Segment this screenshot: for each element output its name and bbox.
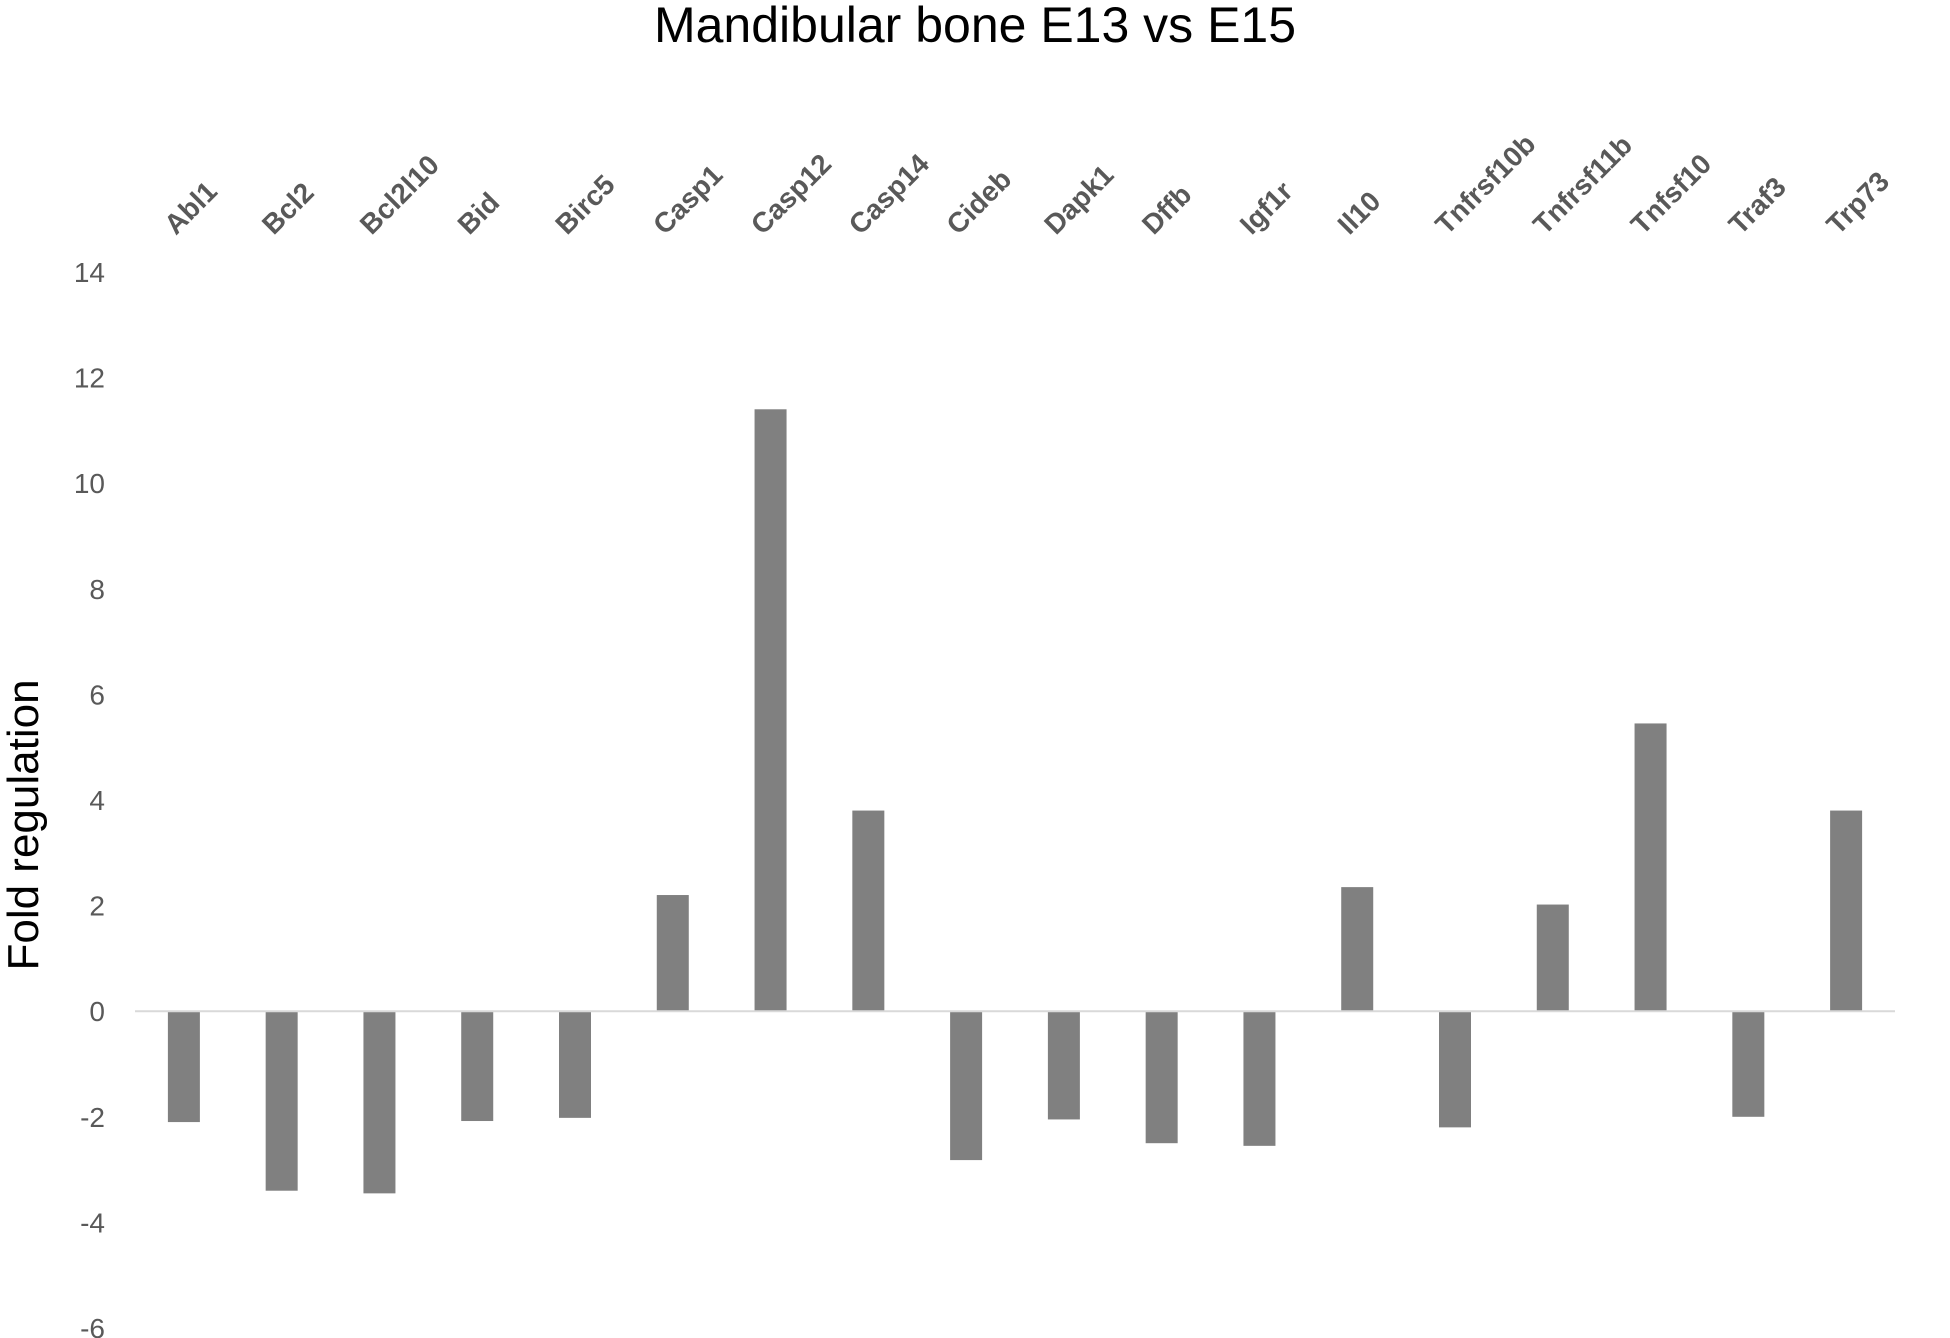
- y-axis-ticks: 14 12 10 8 6 4 2 0 -2 -4 -6: [74, 257, 105, 1338]
- y-tick-label: 2: [89, 891, 105, 922]
- bar-trp73: [1830, 810, 1863, 1012]
- bars: [167, 409, 1863, 1194]
- category-label: Dffb: [1136, 179, 1198, 241]
- bar-birc5: [559, 1011, 591, 1118]
- category-label: Il10: [1332, 185, 1387, 240]
- chart-title: Mandibular bone E13 vs E15: [654, 0, 1296, 53]
- category-label: Tnfrsf10b: [1429, 128, 1541, 240]
- bar-tnfsf10: [1634, 723, 1667, 1012]
- bar-bcl2l10: [363, 1011, 396, 1194]
- bar-igf1r: [1243, 1011, 1276, 1146]
- y-tick-label: 6: [89, 679, 105, 710]
- category-label: Dapk1: [1038, 159, 1119, 240]
- bar-bcl2: [265, 1011, 298, 1191]
- bar-il10: [1341, 887, 1374, 1012]
- y-tick-label: 0: [89, 996, 105, 1027]
- y-axis-label: Fold regulation: [0, 679, 48, 970]
- bar-dffb: [1145, 1011, 1178, 1144]
- y-tick-label: -4: [80, 1207, 105, 1238]
- y-tick-label: 8: [89, 574, 105, 605]
- category-label: Igf1r: [1234, 175, 1299, 240]
- bar-abl1: [167, 1011, 200, 1123]
- y-tick-label: 4: [89, 785, 105, 816]
- category-label: Cideb: [940, 163, 1017, 240]
- bar-tnfrsf10b: [1439, 1011, 1471, 1128]
- y-tick-label: 12: [74, 363, 105, 394]
- category-label: Abl1: [158, 175, 223, 240]
- category-label: Traf3: [1723, 171, 1792, 240]
- category-label: Tnfrsf11b: [1527, 129, 1638, 240]
- category-label: Bid: [452, 186, 506, 240]
- category-label: Bcl2l10: [354, 149, 445, 240]
- y-tick-label: 10: [74, 468, 105, 499]
- bar-bid: [461, 1011, 494, 1122]
- bar-casp12: [754, 409, 787, 1012]
- y-tick-label: 14: [74, 257, 105, 288]
- category-label: Casp1: [647, 159, 728, 240]
- category-label: Casp12: [745, 148, 837, 240]
- bar-casp14: [852, 810, 885, 1012]
- bar-dapk1: [1047, 1011, 1080, 1120]
- category-labels: Abl1 Bcl2 Bcl2l10 Bid Birc5 Casp1 Casp12 Casp14…: [158, 128, 1895, 240]
- y-tick-label: -2: [80, 1102, 105, 1133]
- bar-casp1: [656, 895, 689, 1012]
- bar-tnfrsf11b: [1536, 904, 1569, 1012]
- category-label: Casp14: [843, 148, 936, 241]
- category-label: Bcl2: [256, 176, 320, 240]
- y-tick-label: -6: [80, 1313, 105, 1338]
- bar-cideb: [950, 1011, 983, 1161]
- category-label: Tnfsf10: [1625, 148, 1717, 240]
- category-label: Trp73: [1820, 165, 1895, 240]
- category-label: Birc5: [549, 169, 620, 240]
- bar-traf3: [1732, 1011, 1765, 1117]
